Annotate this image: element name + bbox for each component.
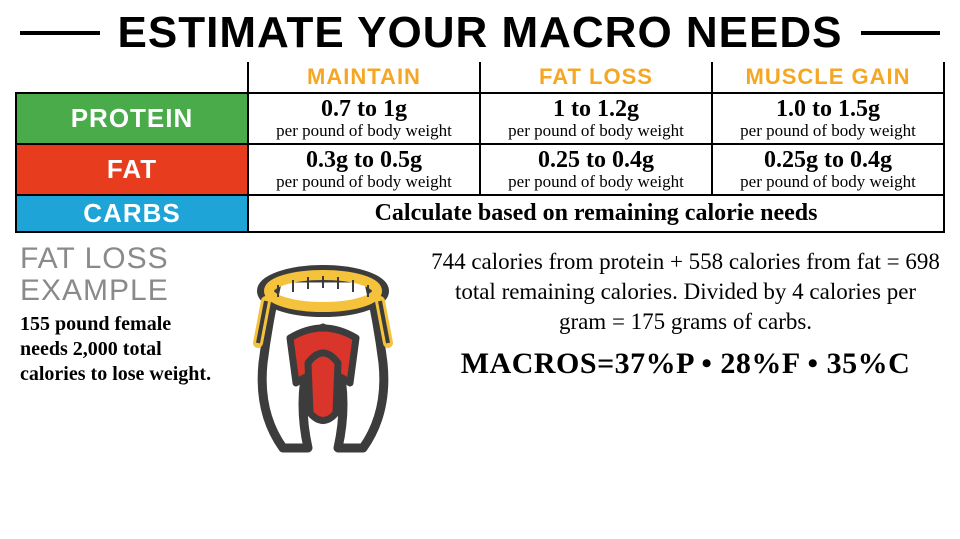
cell-sub: per pound of body weight [485, 173, 707, 192]
cell-sub: per pound of body weight [717, 122, 939, 141]
waist-measure-icon [223, 243, 423, 453]
example-macros: MACROS=37%P • 28%F • 35%C [431, 347, 940, 381]
row-label-carbs: CARBS [16, 195, 248, 232]
cell-sub: per pound of body weight [717, 173, 939, 192]
col-maintain: MAINTAIN [248, 62, 480, 93]
cell-value: 0.3g to 0.5g [253, 147, 475, 173]
table-corner [16, 62, 248, 93]
cell-protein-fatloss: 1 to 1.2g per pound of body weight [480, 93, 712, 144]
title-rule-right [861, 31, 941, 35]
cell-value: 0.7 to 1g [253, 96, 475, 122]
example-calc: 744 calories from protein + 558 calories… [431, 247, 940, 337]
cell-value: 1 to 1.2g [485, 96, 707, 122]
row-label-protein: PROTEIN [16, 93, 248, 144]
example-desc: 155 pound female needs 2,000 total calor… [20, 312, 215, 387]
cell-value: 0.25 to 0.4g [485, 147, 707, 173]
example-title: FAT LOSS EXAMPLE [20, 243, 215, 306]
cell-sub: per pound of body weight [253, 122, 475, 141]
example-left: FAT LOSS EXAMPLE 155 pound female needs … [20, 243, 215, 453]
cell-value: 0.25g to 0.4g [717, 147, 939, 173]
col-muscle-gain: MUSCLE GAIN [712, 62, 944, 93]
example-section: FAT LOSS EXAMPLE 155 pound female needs … [0, 233, 960, 453]
row-carbs: CARBS Calculate based on remaining calor… [16, 195, 944, 232]
carbs-note: Calculate based on remaining calorie nee… [248, 195, 944, 232]
row-protein: PROTEIN 0.7 to 1g per pound of body weig… [16, 93, 944, 144]
page-title: ESTIMATE YOUR MACRO NEEDS [100, 8, 861, 58]
row-label-fat: FAT [16, 144, 248, 195]
cell-sub: per pound of body weight [253, 173, 475, 192]
title-rule-left [20, 31, 100, 35]
macro-table: MAINTAIN FAT LOSS MUSCLE GAIN PROTEIN 0.… [15, 62, 945, 233]
cell-protein-maintain: 0.7 to 1g per pound of body weight [248, 93, 480, 144]
cell-fat-fatloss: 0.25 to 0.4g per pound of body weight [480, 144, 712, 195]
page-title-row: ESTIMATE YOUR MACRO NEEDS [0, 0, 960, 62]
row-fat: FAT 0.3g to 0.5g per pound of body weigh… [16, 144, 944, 195]
cell-value: 1.0 to 1.5g [717, 96, 939, 122]
col-fat-loss: FAT LOSS [480, 62, 712, 93]
example-right: 744 calories from protein + 558 calories… [431, 243, 940, 453]
cell-sub: per pound of body weight [485, 122, 707, 141]
table-header-row: MAINTAIN FAT LOSS MUSCLE GAIN [16, 62, 944, 93]
cell-protein-musclegain: 1.0 to 1.5g per pound of body weight [712, 93, 944, 144]
cell-fat-musclegain: 0.25g to 0.4g per pound of body weight [712, 144, 944, 195]
cell-fat-maintain: 0.3g to 0.5g per pound of body weight [248, 144, 480, 195]
